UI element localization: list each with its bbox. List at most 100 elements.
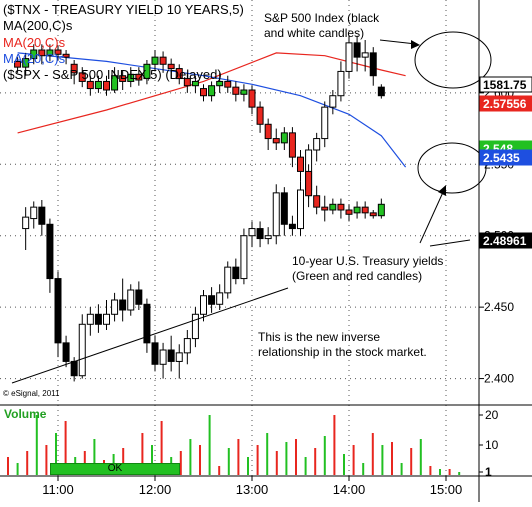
tnx-candle-39 [329, 203, 337, 211]
spx-candles [22, 35, 385, 382]
tnx-candle-41 [345, 209, 353, 215]
spx-candle-29 [256, 228, 264, 240]
copyright: © eSignal, 2011 [3, 389, 60, 398]
price-tick-label-4: 2.400 [484, 372, 514, 386]
spx-candle-40 [345, 42, 353, 72]
volume-ok-bar: OK [50, 463, 180, 475]
spx-note: S&P 500 Index (black and white candles) [264, 11, 379, 41]
tnx-candle-34 [288, 132, 296, 158]
header-spx: ($SPX - S&P 500 INDEX,5) (Delayed) [3, 67, 222, 82]
spx-candle-44 [377, 86, 385, 97]
header-ma20-blue: MA(20,C)s [3, 51, 66, 66]
price-tick-label-3: 2.450 [484, 300, 514, 314]
tnx-candle-6 [62, 53, 70, 58]
tnx-candle-11 [103, 80, 110, 91]
tnx-candle-16 [143, 63, 151, 80]
tnx-candle-36 [305, 170, 313, 197]
spx-candle-22 [200, 295, 207, 315]
tnx-candle-9 [86, 80, 94, 90]
spx-candle-41 [353, 42, 361, 58]
spx-candle-3 [46, 223, 54, 280]
tnx-candle-37 [313, 195, 321, 208]
spx-candle-14 [135, 289, 143, 305]
relationship-note-line-2: relationship in the stock market. [258, 345, 427, 359]
spx-candle-33 [288, 223, 296, 230]
spx-arrow-head [411, 40, 420, 49]
tnx-candle-42 [353, 206, 361, 214]
tnx-candle-0 [14, 60, 22, 68]
time-tick-label-2: 13:00 [236, 482, 269, 497]
spx-candle-5 [62, 342, 70, 362]
tnx-candle-7 [70, 63, 78, 74]
header-ma200: MA(200,C)s [3, 18, 73, 33]
tnx-candle-27 [232, 86, 240, 95]
price-badge-label-1: 2.57556 [483, 97, 527, 111]
spx-candle-39 [337, 70, 345, 97]
volume-bars: 20 10 1 [7, 408, 499, 479]
ma-line-red [17, 52, 406, 134]
highlight-circles [414, 31, 492, 194]
tnx-arrow-line [419, 189, 445, 244]
tnx-candle-2 [30, 49, 38, 60]
tnx-candle-32 [272, 138, 280, 144]
trendlines [11, 239, 471, 384]
tnx-candle-22 [191, 80, 199, 87]
spx-note-line-2: and white candles) [264, 26, 365, 40]
spx-candle-37 [321, 106, 329, 140]
tnx-candle-33 [280, 132, 288, 144]
tnx-candles [14, 44, 385, 222]
tnx-candle-38 [321, 206, 329, 211]
spx-note-line-1: S&P 500 Index (black [264, 11, 380, 25]
volume-tick-label-1: 10 [485, 438, 499, 452]
tnx-candle-45 [377, 203, 385, 217]
tnx-candle-31 [264, 123, 272, 140]
spx-candle-38 [329, 95, 337, 108]
tnx-candle-30 [256, 106, 264, 125]
moving-average-lines [17, 52, 407, 168]
header-ma20: MA(20,C)s [3, 35, 66, 50]
tnx-candle-1 [22, 58, 30, 68]
spx-candle-28 [248, 228, 256, 237]
tnx-candle-19 [167, 63, 175, 70]
time-tick-label-3: 14:00 [333, 482, 366, 497]
spx-candle-12 [119, 299, 127, 311]
spx-candle-32 [280, 192, 288, 225]
tnx-candle-29 [248, 89, 256, 108]
price-badge-bg-0 [479, 76, 532, 93]
spx-candle-15 [143, 303, 151, 344]
volume-title: Volume [4, 407, 47, 421]
spx-candle-13 [127, 289, 135, 311]
spx-candle-43 [369, 52, 377, 77]
tnx-candle-44 [369, 212, 377, 217]
tnx-candle-23 [200, 88, 207, 97]
spx-candle-9 [94, 313, 102, 325]
spx-candle-26 [232, 266, 240, 280]
time-tick-label-0: 11:00 [42, 482, 74, 497]
spx-candle-27 [240, 235, 248, 280]
spx-candle-20 [183, 338, 191, 354]
tnx-note-line-2: (Green and red candles) [292, 269, 423, 283]
tnx-candle-5 [54, 49, 62, 55]
tnx-candle-8 [78, 72, 86, 82]
tnx-candle-28 [240, 89, 248, 95]
spx-candle-23 [208, 295, 216, 305]
spx-candle-1 [30, 206, 38, 220]
price-badge-label-0: 1581.75 [483, 78, 527, 92]
spx-candle-42 [361, 52, 369, 58]
spx-candle-7 [78, 323, 86, 377]
spx-candle-30 [264, 235, 272, 240]
tnx-note-line-1: 10-year U.S. Treasury yields [292, 254, 444, 268]
spx-candle-2 [38, 206, 46, 225]
arrows [379, 39, 446, 244]
tnx-candle-4 [46, 49, 54, 57]
spx-candle-31 [272, 192, 280, 237]
spx-candle-19 [175, 352, 183, 362]
spx-arrow-line [379, 39, 417, 45]
spx-candle-10 [103, 313, 110, 325]
tnx-candle-35 [297, 156, 304, 172]
price-badge-bg-4 [479, 232, 532, 249]
tnx-candle-24 [208, 85, 216, 97]
spx-candle-11 [111, 299, 119, 315]
